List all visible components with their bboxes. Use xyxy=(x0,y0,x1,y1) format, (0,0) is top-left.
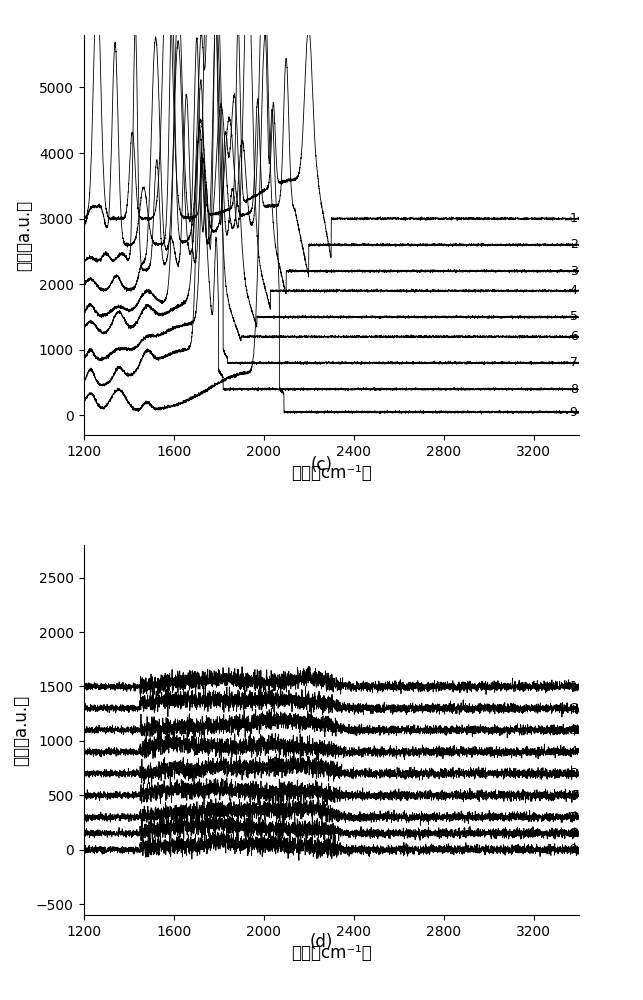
Text: 1: 1 xyxy=(570,212,577,225)
Text: 8: 8 xyxy=(570,827,577,840)
Text: 8: 8 xyxy=(570,383,577,396)
Text: (c): (c) xyxy=(311,456,332,474)
Text: 5: 5 xyxy=(570,310,577,323)
Text: 4: 4 xyxy=(570,745,577,758)
Text: 6: 6 xyxy=(570,330,577,343)
Text: (d): (d) xyxy=(310,933,333,951)
Y-axis label: 强度（a.u.）: 强度（a.u.） xyxy=(15,199,33,271)
Text: 9: 9 xyxy=(570,843,577,856)
X-axis label: 波数（cm⁻¹）: 波数（cm⁻¹） xyxy=(291,464,372,482)
Text: 7: 7 xyxy=(570,811,577,824)
Text: 1: 1 xyxy=(570,680,577,693)
X-axis label: 波数（cm⁻¹）: 波数（cm⁻¹） xyxy=(291,944,372,962)
Text: 5: 5 xyxy=(570,767,577,780)
Text: 7: 7 xyxy=(570,356,577,369)
Text: 6: 6 xyxy=(570,789,577,802)
Text: 2: 2 xyxy=(570,702,577,715)
Text: 2: 2 xyxy=(570,238,577,251)
Text: 4: 4 xyxy=(570,284,577,297)
Text: 3: 3 xyxy=(570,265,577,278)
Text: 9: 9 xyxy=(570,406,577,419)
Y-axis label: 强度（a.u.）: 强度（a.u.） xyxy=(12,694,30,766)
Text: 3: 3 xyxy=(570,724,577,736)
